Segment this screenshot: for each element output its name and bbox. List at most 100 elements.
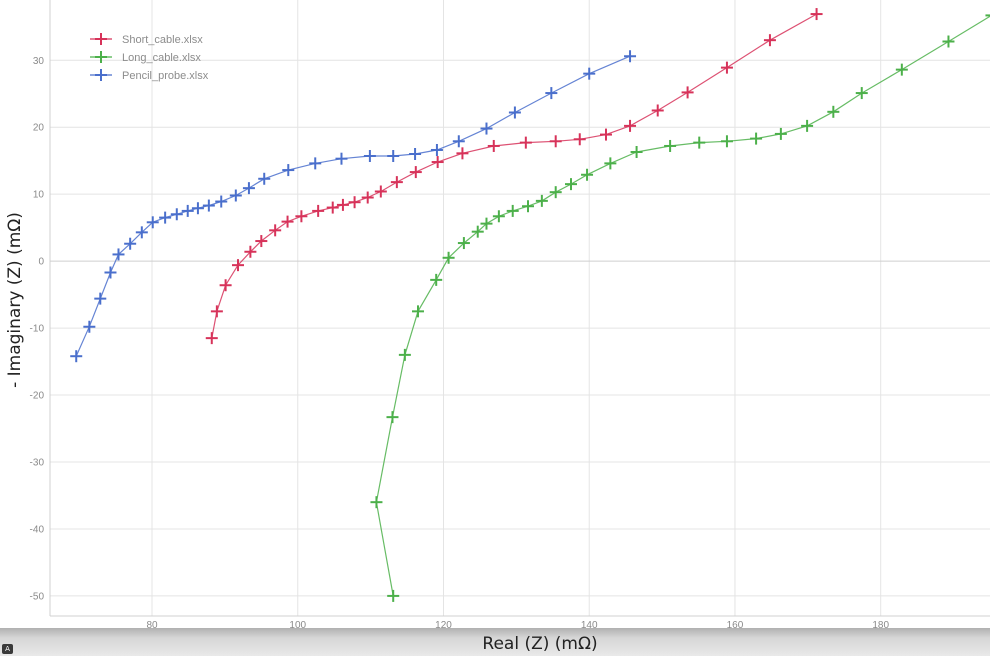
data-point bbox=[398, 348, 411, 361]
data-point bbox=[573, 133, 586, 146]
data-point bbox=[370, 496, 383, 509]
data-point bbox=[430, 273, 443, 286]
legend-marker bbox=[95, 33, 107, 45]
data-point bbox=[604, 157, 617, 170]
data-point bbox=[985, 14, 990, 17]
data-point bbox=[827, 105, 840, 118]
data-point bbox=[624, 50, 637, 63]
data-point bbox=[295, 210, 308, 223]
data-point bbox=[390, 176, 403, 189]
data-point bbox=[336, 198, 349, 211]
data-point bbox=[146, 216, 159, 229]
data-point bbox=[242, 182, 255, 195]
data-point bbox=[855, 87, 868, 100]
data-point bbox=[720, 135, 733, 148]
y-tick-label: -50 bbox=[30, 591, 45, 602]
data-point bbox=[170, 208, 183, 221]
data-point bbox=[630, 145, 643, 158]
data-point bbox=[457, 237, 470, 250]
bottom-toolbar bbox=[0, 628, 990, 656]
data-point bbox=[545, 87, 558, 100]
data-point bbox=[895, 63, 908, 76]
data-point bbox=[387, 589, 400, 602]
data-point bbox=[83, 320, 96, 333]
data-point bbox=[312, 204, 325, 217]
data-point bbox=[431, 156, 444, 169]
data-point bbox=[442, 251, 455, 264]
data-point bbox=[411, 305, 424, 318]
data-point bbox=[104, 266, 117, 279]
data-point bbox=[487, 139, 500, 152]
data-point bbox=[664, 139, 677, 152]
y-tick-label: -10 bbox=[30, 324, 45, 335]
y-tick-label: -30 bbox=[30, 458, 45, 469]
series-short-cable-xlsx bbox=[205, 8, 823, 345]
x-tick-label: 140 bbox=[581, 620, 598, 631]
data-point bbox=[549, 186, 562, 199]
data-point bbox=[202, 199, 215, 212]
y-axis-title: - Imaginary (Z) (mΩ) bbox=[5, 212, 25, 388]
data-point bbox=[581, 168, 594, 181]
data-point bbox=[326, 201, 339, 214]
data-point bbox=[492, 210, 505, 223]
data-point bbox=[281, 215, 294, 228]
x-tick-label: 100 bbox=[289, 620, 306, 631]
data-point bbox=[70, 350, 83, 363]
data-point bbox=[348, 196, 361, 209]
data-point bbox=[801, 119, 814, 132]
series-line bbox=[211, 13, 817, 339]
data-point bbox=[387, 150, 400, 163]
data-point bbox=[565, 178, 578, 191]
data-point bbox=[508, 106, 521, 119]
y-tick-label: 20 bbox=[33, 123, 45, 134]
data-point bbox=[94, 292, 107, 305]
data-point bbox=[124, 237, 137, 250]
data-point bbox=[810, 8, 823, 21]
x-tick-label: 160 bbox=[727, 620, 744, 631]
legend: Short_cable.xlsx Long_cable.xlsx Pencil_pr… bbox=[90, 33, 209, 82]
legend-label: Short_cable.xlsx bbox=[122, 34, 203, 46]
data-point bbox=[942, 35, 955, 48]
x-tick-label: 80 bbox=[146, 620, 158, 631]
data-point bbox=[456, 147, 469, 160]
legend-entry: Short_cable.xlsx bbox=[90, 33, 203, 46]
y-tick-label: 0 bbox=[38, 257, 44, 268]
data-point bbox=[430, 143, 443, 156]
x-tick-label: 120 bbox=[435, 620, 452, 631]
data-point bbox=[258, 172, 271, 185]
x-tick-label: 180 bbox=[872, 620, 889, 631]
data-point bbox=[244, 245, 257, 258]
data-point bbox=[522, 200, 535, 213]
data-point bbox=[624, 119, 637, 132]
data-point bbox=[232, 259, 244, 272]
y-tick-label: -40 bbox=[30, 524, 45, 535]
data-point bbox=[282, 164, 295, 177]
series-line bbox=[375, 15, 990, 597]
data-point bbox=[720, 61, 733, 74]
data-point bbox=[205, 332, 218, 345]
data-point bbox=[774, 127, 787, 140]
data-point bbox=[112, 248, 125, 261]
data-point bbox=[599, 128, 612, 141]
data-point bbox=[219, 279, 232, 292]
legend-label: Long_cable.xlsx bbox=[122, 52, 201, 64]
y-tick-label: 30 bbox=[33, 56, 45, 67]
legend-marker bbox=[95, 51, 107, 63]
data-point bbox=[519, 136, 532, 149]
data-point bbox=[409, 148, 422, 160]
axes: 80 100 120 140 160 180 -50 -40 -30 -20 -10 0 10 20 30 bbox=[30, 0, 990, 631]
data-point bbox=[535, 194, 548, 207]
series-long-cable-xlsx bbox=[370, 14, 990, 602]
data-point bbox=[269, 224, 282, 237]
corner-badge-icon: A bbox=[2, 644, 13, 654]
x-axis-title: Real (Z) (mΩ) bbox=[482, 634, 598, 654]
data-point bbox=[651, 104, 664, 117]
data-point bbox=[583, 67, 596, 80]
data-point bbox=[452, 135, 465, 148]
data-point bbox=[335, 152, 348, 165]
data-point bbox=[309, 157, 322, 170]
y-tick-label: -20 bbox=[30, 391, 45, 402]
legend-marker bbox=[95, 69, 107, 81]
